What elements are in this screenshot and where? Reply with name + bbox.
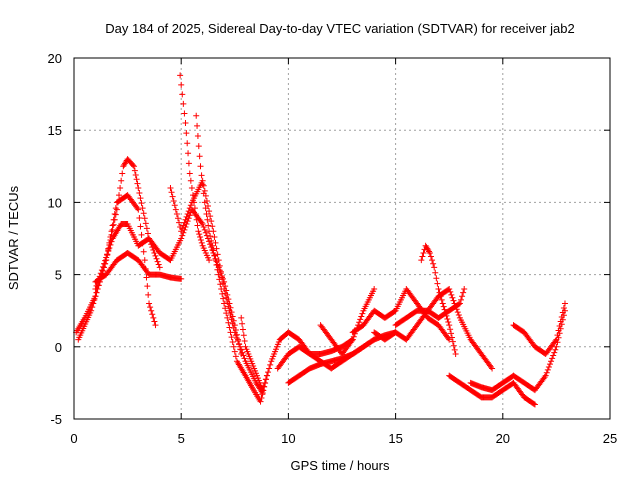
x-tick-label: 15 [388,431,402,446]
series-sat-q [510,300,568,358]
x-tick-label: 10 [281,431,295,446]
y-tick-label: 10 [48,195,62,210]
series-sat-j [285,329,399,386]
point-markers [73,156,163,336]
x-tick-label: 5 [178,431,185,446]
point-markers [392,286,496,372]
point-markers [92,249,185,285]
y-tick-label: 5 [55,268,62,283]
series-sat-m [392,286,496,372]
axis-ticks: 0 5 10 15 20 25 -5 0 5 10 15 20 [48,51,618,446]
point-markers [510,300,568,358]
series-sat-r [371,286,468,343]
series-sat-c [92,206,245,358]
y-tick-label: -5 [50,412,62,427]
chart-title: Day 184 of 2025, Sidereal Day-to-day VTE… [105,21,574,36]
series-sat-g [193,112,270,405]
y-tick-label: 15 [48,123,62,138]
y-axis-label: SDTVAR / TECUs [6,185,21,290]
x-tick-label: 20 [496,431,510,446]
series-sat-e [167,177,266,397]
series-sat-p [467,307,568,394]
series-sat-a [73,156,163,336]
series-sat-d [92,249,185,285]
point-markers [349,286,453,343]
y-tick-label: 20 [48,51,62,66]
point-markers [371,286,468,343]
data-points [73,72,568,408]
y-tick-label: 0 [55,340,62,355]
series-sat-l [349,286,453,343]
series-sat-f [177,72,213,264]
x-axis-label: GPS time / hours [291,458,390,473]
point-markers [177,72,213,264]
point-markers [285,329,399,386]
point-markers [193,112,270,405]
point-markers [446,372,538,408]
point-markers [467,307,568,394]
point-markers [92,206,245,358]
series-sat-o [446,372,538,408]
plot-frame [73,57,611,420]
x-tick-label: 0 [70,431,77,446]
x-tick-label: 25 [603,431,617,446]
grid-lines [74,58,610,419]
point-markers [167,177,266,397]
